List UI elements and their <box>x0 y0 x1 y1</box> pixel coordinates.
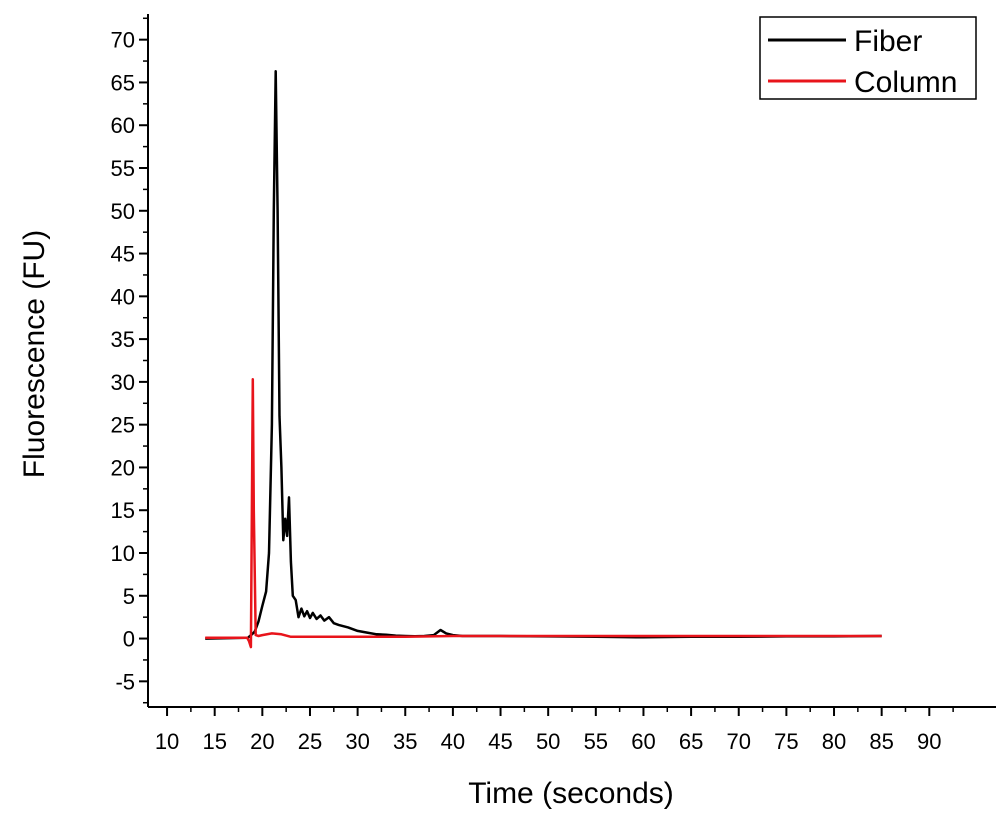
x-axis-title: Time (seconds) <box>468 777 674 810</box>
x-tick-label: 80 <box>822 729 846 754</box>
x-tick-label: 45 <box>488 729 512 754</box>
x-tick-label: 60 <box>631 729 655 754</box>
series-line-fiber <box>205 70 882 640</box>
y-tick-label: 40 <box>111 284 135 309</box>
y-tick-label: 5 <box>123 584 135 609</box>
legend-box <box>759 16 977 100</box>
y-tick-label: 10 <box>111 541 135 566</box>
legend-label-fiber: Fiber <box>854 25 922 58</box>
x-ticks: 10 15 20 25 30 35 40 45 50 55 60 65 70 75 80 85 90 <box>155 707 954 754</box>
y-ticks: -5 0 5 10 15 20 25 30 35 40 45 50 55 60 65 70 <box>111 17 148 704</box>
y-axis-title: Fluorescence (FU) <box>18 230 51 478</box>
x-tick-label: 65 <box>679 729 703 754</box>
y-tick-label: 45 <box>111 242 135 267</box>
y-tick-label: 15 <box>111 498 135 523</box>
x-tick-label: 85 <box>869 729 893 754</box>
y-tick-label: 65 <box>111 70 135 95</box>
y-tick-label: 50 <box>111 199 135 224</box>
series-layer <box>205 70 882 649</box>
legend-label-column: Column <box>854 66 957 99</box>
y-tick-label: 60 <box>111 113 135 138</box>
y-tick-label: 70 <box>111 28 135 53</box>
y-tick-label: 25 <box>111 413 135 438</box>
y-tick-label: -5 <box>115 669 135 694</box>
x-tick-label: 30 <box>345 729 369 754</box>
x-tick-label: 40 <box>441 729 465 754</box>
y-tick-label: 35 <box>111 327 135 352</box>
x-tick-label: 50 <box>536 729 560 754</box>
series-line-column <box>205 378 882 649</box>
legend: Fiber Column <box>759 16 977 100</box>
x-tick-label: 15 <box>202 729 226 754</box>
x-tick-label: 10 <box>155 729 179 754</box>
x-tick-label: 20 <box>250 729 274 754</box>
x-tick-label: 75 <box>774 729 798 754</box>
y-tick-label: 30 <box>111 370 135 395</box>
x-tick-label: 90 <box>917 729 941 754</box>
y-tick-label: 0 <box>123 627 135 652</box>
plot-area: -5 0 5 10 15 20 25 30 35 40 45 50 55 60 65 70 10 15 20 25 3… <box>111 14 996 754</box>
x-tick-label: 35 <box>393 729 417 754</box>
y-tick-label: 55 <box>111 156 135 181</box>
y-tick-label: 20 <box>111 455 135 480</box>
x-tick-label: 25 <box>298 729 322 754</box>
x-tick-label: 55 <box>584 729 608 754</box>
x-tick-label: 70 <box>726 729 750 754</box>
